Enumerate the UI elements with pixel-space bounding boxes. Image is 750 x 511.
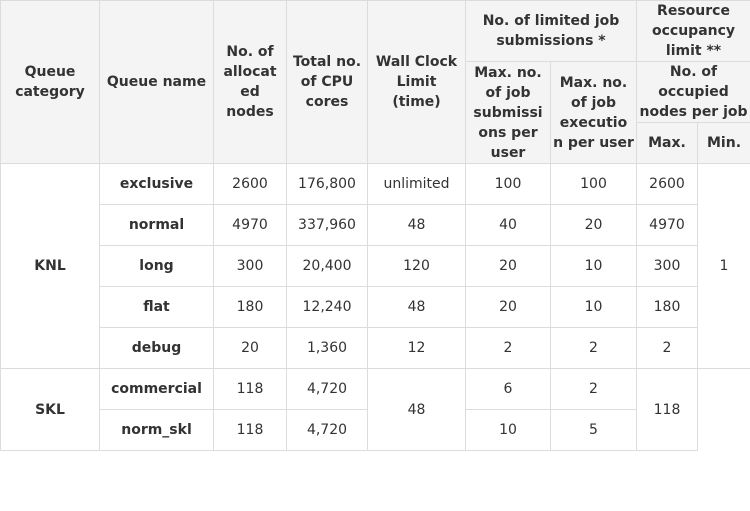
max-submissions-cell: 6 bbox=[465, 368, 551, 410]
max-submissions-cell: 40 bbox=[465, 204, 551, 246]
nodes-cell: 2600 bbox=[213, 163, 287, 205]
max-executions-cell: 20 bbox=[550, 204, 637, 246]
table-row: flat 180 12,240 48 20 10 180 bbox=[1, 286, 750, 328]
wall-cell: 120 bbox=[367, 245, 466, 287]
header-min: Min. bbox=[696, 122, 750, 164]
header-wall-clock: Wall Clock Limit (time) bbox=[367, 0, 466, 164]
cores-cell: 12,240 bbox=[286, 286, 368, 328]
max-submissions-cell: 20 bbox=[465, 245, 551, 287]
cores-cell: 1,360 bbox=[286, 327, 368, 369]
max-submissions-cell: 2 bbox=[465, 327, 551, 369]
wall-cell: unlimited bbox=[367, 163, 466, 205]
queue-table: Queue category Queue name No. of allocat… bbox=[0, 0, 750, 451]
nodes-cell: 4970 bbox=[213, 204, 287, 246]
nodes-cell: 180 bbox=[213, 286, 287, 328]
nodes-cell: 300 bbox=[213, 245, 287, 287]
table-row: KNL exclusive 2600 176,800 unlimited 100… bbox=[0, 163, 750, 369]
min-nodes-cell: 1 bbox=[696, 163, 750, 369]
queue-name-cell: debug bbox=[99, 327, 214, 369]
cores-cell: 176,800 bbox=[286, 163, 368, 205]
max-nodes-cell: 118 bbox=[636, 368, 698, 451]
wall-cell: 48 bbox=[367, 368, 466, 451]
header-queue-name: Queue name bbox=[99, 0, 214, 164]
table-row: long 300 20,400 120 20 10 300 bbox=[1, 245, 750, 287]
max-nodes-cell: 4970 bbox=[636, 204, 698, 246]
cores-cell: 4,720 bbox=[286, 368, 368, 410]
header-resource-occupancy: Resource occupancy limit ** bbox=[635, 0, 750, 62]
queue-name-cell: norm_skl bbox=[99, 409, 214, 451]
max-submissions-cell: 20 bbox=[465, 286, 551, 328]
table-row: normal 4970 337,960 48 40 20 4970 bbox=[1, 204, 750, 246]
max-executions-cell: 100 bbox=[550, 163, 637, 205]
queue-name-cell: long bbox=[99, 245, 214, 287]
max-executions-cell: 2 bbox=[550, 368, 637, 410]
header-occupied-nodes: No. of occupied nodes per job bbox=[635, 61, 750, 123]
max-executions-cell: 10 bbox=[550, 286, 637, 328]
category-knl: KNL bbox=[0, 163, 100, 369]
cores-cell: 337,960 bbox=[286, 204, 368, 246]
cores-cell: 20,400 bbox=[286, 245, 368, 287]
nodes-cell: 118 bbox=[213, 409, 287, 451]
empty-cell bbox=[697, 368, 750, 451]
cores-cell: 4,720 bbox=[286, 409, 368, 451]
nodes-cell: 118 bbox=[213, 368, 287, 410]
max-nodes-cell: 2600 bbox=[636, 163, 698, 205]
max-executions-cell: 5 bbox=[550, 409, 637, 451]
table-row: norm_skl 118 4,720 10 5 bbox=[1, 409, 750, 451]
table-row: SKL commercial 118 4,720 48 6 2 118 bbox=[0, 368, 750, 451]
header-limited-job-submissions: No. of limited job submissions * bbox=[465, 0, 637, 62]
header-max-job-executions: Max. no. of job executio n per user bbox=[550, 61, 637, 164]
queue-name-cell: normal bbox=[99, 204, 214, 246]
max-nodes-cell: 300 bbox=[636, 245, 698, 287]
wall-cell: 48 bbox=[367, 286, 466, 328]
header-cpu-cores: Total no. of CPU cores bbox=[286, 0, 368, 164]
max-nodes-cell: 2 bbox=[636, 327, 698, 369]
header-allocated-nodes: No. of allocat ed nodes bbox=[213, 0, 287, 164]
wall-cell: 12 bbox=[367, 327, 466, 369]
category-skl: SKL bbox=[0, 368, 100, 451]
max-executions-cell: 2 bbox=[550, 327, 637, 369]
max-submissions-cell: 10 bbox=[465, 409, 551, 451]
header-queue-category: Queue category bbox=[0, 0, 100, 164]
queue-name-cell: commercial bbox=[99, 368, 214, 410]
header-max-job-submissions: Max. no. of job submissi ons per user bbox=[465, 61, 551, 164]
queue-name-cell: exclusive bbox=[99, 163, 214, 205]
max-nodes-cell: 180 bbox=[636, 286, 698, 328]
wall-cell: 48 bbox=[367, 204, 466, 246]
queue-name-cell: flat bbox=[99, 286, 214, 328]
header-max: Max. bbox=[636, 122, 698, 164]
max-submissions-cell: 100 bbox=[465, 163, 551, 205]
max-executions-cell: 10 bbox=[550, 245, 637, 287]
nodes-cell: 20 bbox=[213, 327, 287, 369]
table-row: debug 20 1,360 12 2 2 2 bbox=[1, 327, 750, 369]
